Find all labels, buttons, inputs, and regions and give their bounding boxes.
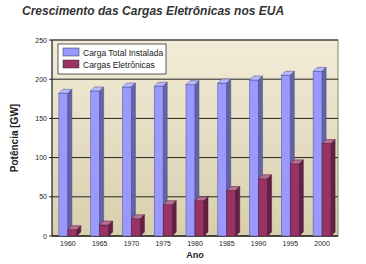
bar [91, 87, 104, 236]
bar-front [122, 87, 131, 236]
legend-swatch [63, 60, 79, 68]
y-tick-label: 200 [35, 76, 47, 83]
y-tick-label: 0 [43, 233, 47, 240]
bar-front [91, 91, 100, 236]
bar-front [154, 86, 163, 236]
bar-front [131, 219, 140, 236]
x-tick-label: 1965 [92, 240, 108, 247]
bar-front [218, 83, 227, 236]
bar-front [250, 80, 259, 236]
x-tick-label: 1980 [187, 240, 203, 247]
bar-front [322, 143, 331, 236]
x-tick-label: 1990 [251, 240, 267, 247]
bar-side [204, 197, 208, 236]
x-tick-label: 2000 [314, 240, 330, 247]
x-axis-title: Ano [186, 250, 204, 260]
bar-front [281, 75, 290, 236]
bar-side [109, 221, 113, 236]
bar-side [68, 89, 72, 236]
bar-front [186, 85, 195, 236]
bar-side [331, 139, 335, 236]
bar-side [77, 226, 81, 236]
bar [227, 187, 240, 236]
bar-side [140, 215, 144, 236]
y-tick-label: 150 [35, 115, 47, 122]
bar-front [68, 230, 77, 236]
y-tick-label: 250 [35, 37, 47, 44]
bar-front [313, 71, 322, 236]
bar [322, 139, 335, 236]
y-axis [52, 40, 53, 236]
plot-area [52, 40, 338, 236]
bar [259, 175, 272, 236]
bar-front [227, 191, 236, 236]
bar [195, 197, 208, 236]
legend-label: Carga Total Instalada [83, 48, 163, 58]
x-tick-label: 1960 [60, 240, 76, 247]
bar-front [195, 201, 204, 236]
grid-line [52, 79, 338, 80]
title: Crescimento das Cargas Eletrônicas nos E… [22, 4, 284, 18]
bar-front [290, 164, 299, 236]
bar [290, 160, 303, 236]
bar-side [172, 201, 176, 236]
legend: Carga Total Instalada Cargas Eletrônicas [58, 44, 166, 74]
y-tick-label: 100 [35, 154, 47, 161]
chart: Crescimento das Cargas Eletrônicas nos E… [0, 0, 366, 264]
bar [59, 89, 72, 236]
x-tick-label: 1975 [155, 240, 171, 247]
bar [68, 226, 81, 236]
bar [100, 221, 113, 236]
legend-swatch [63, 48, 79, 56]
bar-side [131, 83, 135, 236]
bar [163, 201, 176, 236]
bar [131, 215, 144, 236]
bar-front [163, 205, 172, 236]
x-tick-label: 1985 [219, 240, 235, 247]
y-axis-title: Potência [GW] [9, 104, 20, 172]
bar-side [236, 187, 240, 236]
x-tick-label: 1995 [283, 240, 299, 247]
bar-front [100, 225, 109, 236]
x-tick-label: 1970 [124, 240, 140, 247]
bar-front [259, 179, 268, 236]
grid-line [52, 40, 338, 41]
bar-side [100, 87, 104, 236]
y-tick-label: 50 [39, 193, 47, 200]
legend-box [58, 44, 166, 74]
bars [59, 67, 335, 236]
bar-side [268, 175, 272, 236]
bar-side [299, 160, 303, 236]
bar [122, 83, 135, 236]
chart-container: Crescimento das Cargas Eletrônicas nos E… [0, 0, 366, 264]
legend-label: Cargas Eletrônicas [83, 60, 155, 70]
bar-front [59, 93, 68, 236]
